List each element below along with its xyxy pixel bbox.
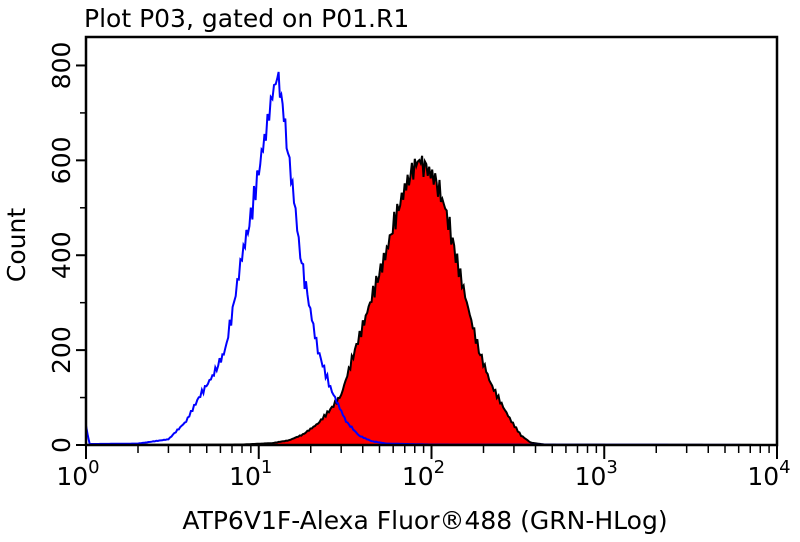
y-tick-label: 200 bbox=[47, 326, 76, 374]
chart-title: Plot P03, gated on P01.R1 bbox=[84, 4, 409, 33]
filled-histogram-series bbox=[86, 155, 777, 446]
axes-layer: 100 101 102 103 104 0 200 400 600 800 bbox=[47, 42, 791, 491]
series-layer bbox=[85, 71, 777, 446]
y-tick-label: 800 bbox=[47, 42, 76, 90]
x-tick-label: 104 bbox=[747, 457, 790, 491]
y-tick-label: 400 bbox=[47, 231, 76, 279]
x-axis-label: ATP6V1F-Alexa Fluor®488 (GRN-HLog) bbox=[182, 506, 667, 535]
x-tick-label: 101 bbox=[229, 457, 272, 491]
y-axis-label: Count bbox=[2, 208, 31, 282]
y-tick-label: 0 bbox=[47, 437, 76, 453]
x-tick-label: 100 bbox=[56, 457, 99, 491]
y-tick-label: 600 bbox=[47, 136, 76, 184]
x-tick-label: 102 bbox=[402, 457, 445, 491]
x-tick-label: 103 bbox=[575, 457, 618, 491]
